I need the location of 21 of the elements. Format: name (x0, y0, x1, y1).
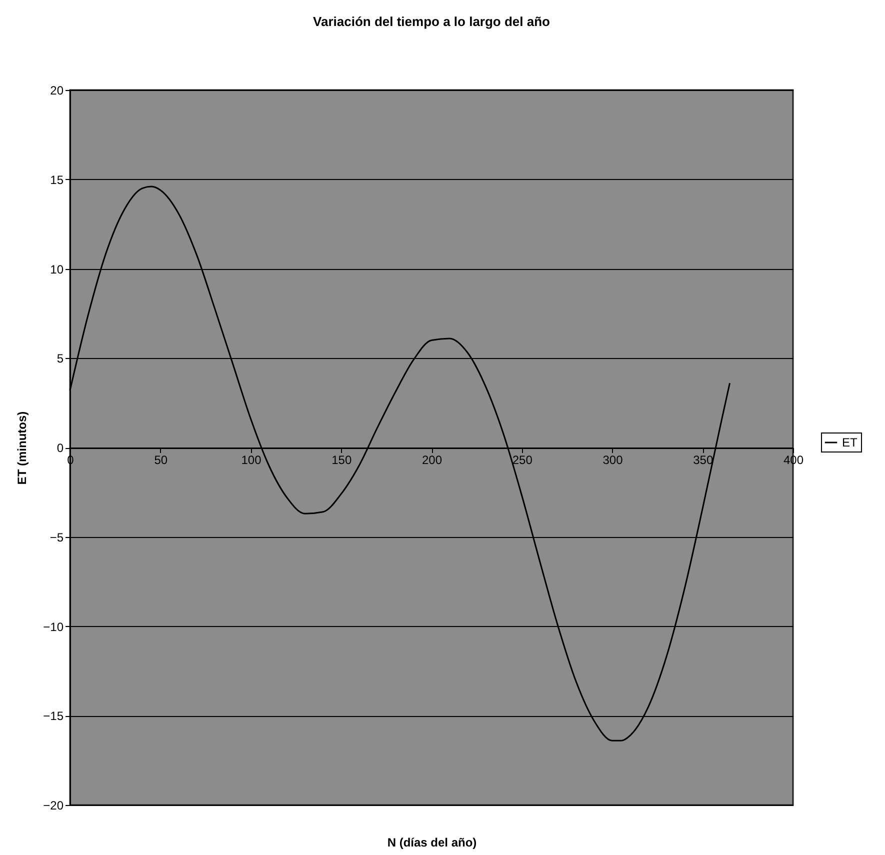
y-tick-label: −20 (43, 798, 64, 812)
legend-label: ET (842, 436, 858, 450)
x-tick-label: 50 (154, 453, 168, 467)
x-tick-label: 250 (512, 453, 533, 467)
y-tick-label: 0 (56, 441, 64, 455)
x-axis-title: N (días del año) (387, 836, 477, 850)
y-tick-label: −15 (43, 709, 64, 724)
x-tick-label: 400 (783, 453, 804, 467)
y-tick-label: 10 (50, 262, 64, 276)
y-tick-label: −5 (50, 530, 64, 544)
x-tick-label: 300 (602, 453, 624, 467)
x-tick-label: 100 (241, 453, 262, 467)
y-tick-label: 20 (50, 84, 64, 98)
chart-title: Variación del tiempo a lo largo del año (313, 14, 550, 29)
y-axis-title: ET (minutos) (15, 411, 30, 485)
y-tick-label: 15 (50, 172, 64, 187)
x-tick-label: 200 (422, 453, 442, 467)
x-tick-label: 350 (693, 453, 714, 467)
y-tick-label: −10 (43, 620, 64, 634)
x-tick-label: 150 (332, 453, 352, 467)
y-tick-label: 5 (56, 352, 64, 366)
